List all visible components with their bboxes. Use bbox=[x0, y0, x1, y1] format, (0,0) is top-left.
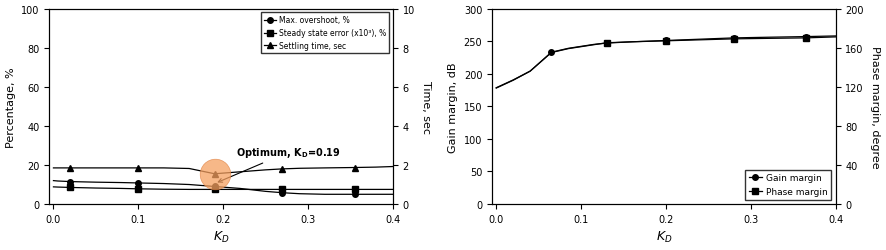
Legend: Max. overshoot, %, Steady state error (x10³), %, Settling time, sec: Max. overshoot, %, Steady state error (x… bbox=[261, 13, 389, 54]
Y-axis label: Percentage, %: Percentage, % bbox=[5, 67, 16, 147]
Y-axis label: Gain margin, dB: Gain margin, dB bbox=[448, 62, 458, 152]
Y-axis label: Phase margin, degree: Phase margin, degree bbox=[870, 46, 881, 168]
X-axis label: $K_D$: $K_D$ bbox=[656, 230, 672, 244]
Y-axis label: Time, sec: Time, sec bbox=[422, 80, 431, 133]
Legend: Gain margin, Phase margin: Gain margin, Phase margin bbox=[745, 170, 831, 200]
Text: Optimum, $\mathbf{K_D}$=0.19: Optimum, $\mathbf{K_D}$=0.19 bbox=[218, 146, 340, 182]
X-axis label: $K_D$: $K_D$ bbox=[213, 230, 229, 244]
